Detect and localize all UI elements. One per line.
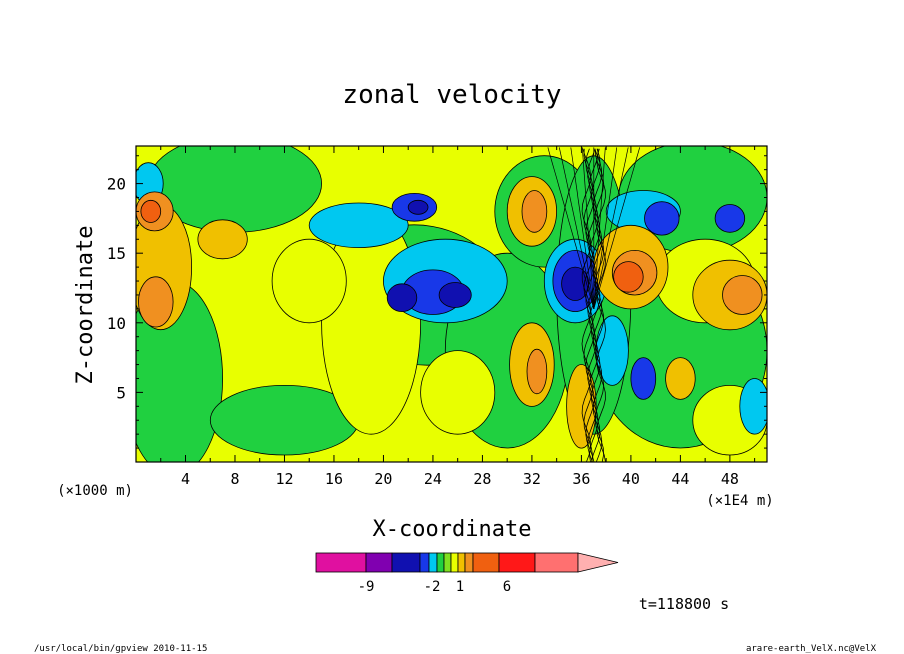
x-tick-label: 20: [374, 470, 392, 488]
plot-frame: [135, 145, 768, 463]
footer-left: /usr/local/bin/gpview 2010-11-15: [34, 644, 207, 654]
contour-line: [583, 148, 593, 462]
y-tick-label: 5: [116, 383, 126, 402]
contour-region-pos-weak: [197, 219, 248, 260]
contour-region-neg-strong: [438, 282, 472, 308]
contour-field: [136, 146, 767, 462]
colorbar-segment: [472, 552, 500, 573]
contour-line: [558, 147, 595, 309]
x-tick-label: 40: [622, 470, 640, 488]
colorbar-segment: [315, 552, 367, 573]
y-axis-label: Z-coordinate: [73, 226, 98, 385]
colorbar-segment: [428, 552, 438, 573]
colorbar-tick-label: 1: [456, 579, 464, 595]
contour-region-pos-weak: [566, 364, 597, 449]
colorbar-segment: [365, 552, 393, 573]
x-tick-label: 8: [230, 470, 239, 488]
contour-region-near-zero-pos: [271, 238, 347, 324]
x-tick-label: 16: [325, 470, 343, 488]
contour-region-near-zero-pos: [420, 350, 496, 435]
colorbar-segment: [498, 552, 536, 573]
contour-line: [596, 148, 606, 462]
contour-region-pos-mid: [138, 276, 174, 328]
contour-region-neg-mid: [644, 201, 680, 236]
contour-region-pos-strong: [613, 261, 644, 293]
contour-region-neg-strong: [407, 199, 429, 215]
contour-region-pos-weak: [665, 357, 696, 400]
contour-line: [593, 147, 606, 309]
x-tick-label: 44: [671, 470, 689, 488]
x-tick-label: 28: [473, 470, 491, 488]
colorbar-segment: [450, 552, 459, 573]
x-axis-label: X-coordinate: [373, 517, 532, 542]
y-tick-label: 10: [107, 314, 126, 333]
footer-right: arare-earth_VelX.nc@VelX: [746, 644, 877, 654]
contour-line: [547, 147, 595, 309]
colorbar-segment: [464, 552, 474, 573]
contour-region-neg-mid: [714, 204, 746, 233]
x-tick-label: 4: [181, 470, 190, 488]
colorbar-tick-label: 6: [503, 579, 511, 595]
colorbar-segment: [436, 552, 445, 573]
contour-region-pos-mid: [722, 275, 763, 315]
contour-line: [594, 148, 605, 462]
contour-region-pos-mid: [526, 348, 548, 395]
contour-region-neg-weak: [595, 315, 629, 386]
x-tick-label: 32: [523, 470, 541, 488]
colorbar-segment: [534, 552, 579, 573]
colorbar-tick-label: -9: [358, 579, 375, 595]
contour-region-neg-strong: [386, 283, 418, 313]
x-unit-left: (×1000 m): [57, 483, 133, 499]
contour-line: [581, 147, 595, 309]
contour-line: [581, 148, 592, 462]
contour-line: [570, 147, 595, 309]
colorbar: -9 -2 1 6: [315, 552, 619, 595]
contour-line: [593, 147, 641, 309]
colorbar-segment: [391, 552, 421, 573]
x-tick-label: 48: [721, 470, 739, 488]
y-tick-label: 15: [107, 244, 126, 263]
contour-line: [593, 147, 629, 309]
x-tick-label: 24: [424, 470, 442, 488]
contour-region-pos-mid: [521, 190, 548, 233]
colorbar-tick-label: -2: [424, 579, 441, 595]
colorbar-segment: [457, 552, 466, 573]
colorbar-segment: [443, 552, 452, 573]
contour-line: [593, 147, 618, 309]
contour-region-pos-strong: [140, 199, 162, 223]
x-tick-label: 36: [572, 470, 590, 488]
y-tick-label: 20: [107, 175, 126, 194]
colorbar-extend-arrow: [577, 552, 619, 573]
time-annotation: t=118800 s: [639, 595, 729, 613]
x-tick-label: 12: [275, 470, 293, 488]
x-unit-right: (×1E4 m): [706, 493, 773, 509]
colorbar-segment: [419, 552, 430, 573]
contour-region-neg-weak: [308, 202, 409, 248]
contour-region-neg-mid: [630, 357, 657, 400]
chart-title: zonal velocity: [342, 80, 561, 110]
